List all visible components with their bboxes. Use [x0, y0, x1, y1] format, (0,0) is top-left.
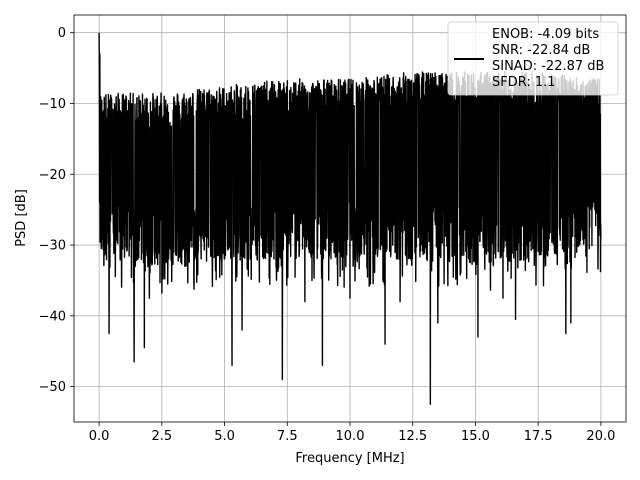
x-tick-label: 20.0 [586, 429, 615, 444]
x-axis: 0.0 2.5 5.0 7.5 10.0 12.5 15.0 17.5 20.0 [89, 422, 615, 444]
y-tick-label: −50 [39, 380, 66, 395]
legend-box [447, 21, 619, 96]
x-tick-label: 10.0 [336, 429, 365, 444]
y-tick-label: −30 [39, 239, 66, 254]
x-tick-label: 15.0 [461, 429, 490, 444]
x-tick-label: 12.5 [398, 429, 427, 444]
x-tick-label: 2.5 [151, 429, 172, 444]
x-tick-label: 5.0 [214, 429, 235, 444]
x-tick-label: 7.5 [277, 429, 298, 444]
legend-enob-text: ENOB: -4.09 bits [492, 27, 599, 42]
legend: ENOB: -4.09 bits SNR: -22.84 dB SINAD: -… [447, 21, 619, 96]
legend-sinad-text: SINAD: -22.87 dB [492, 59, 604, 74]
series-layer [98, 32, 602, 405]
x-axis-label: Frequency [MHz] [295, 451, 404, 466]
legend-sfdr-text: SFDR: 1.1 [492, 75, 556, 90]
x-tick-label: 17.5 [524, 429, 553, 444]
y-tick-label: −10 [39, 97, 66, 112]
y-tick-label: 0 [58, 26, 66, 41]
legend-snr-text: SNR: -22.84 dB [492, 43, 590, 58]
psd-series-line [98, 32, 602, 405]
y-tick-label: −20 [39, 168, 66, 183]
x-tick-label: 0.0 [89, 429, 110, 444]
y-tick-label: −40 [39, 309, 66, 324]
y-axis: 0 −10 −20 −30 −40 −50 [39, 26, 74, 395]
y-axis-label: PSD [dB] [14, 189, 29, 247]
